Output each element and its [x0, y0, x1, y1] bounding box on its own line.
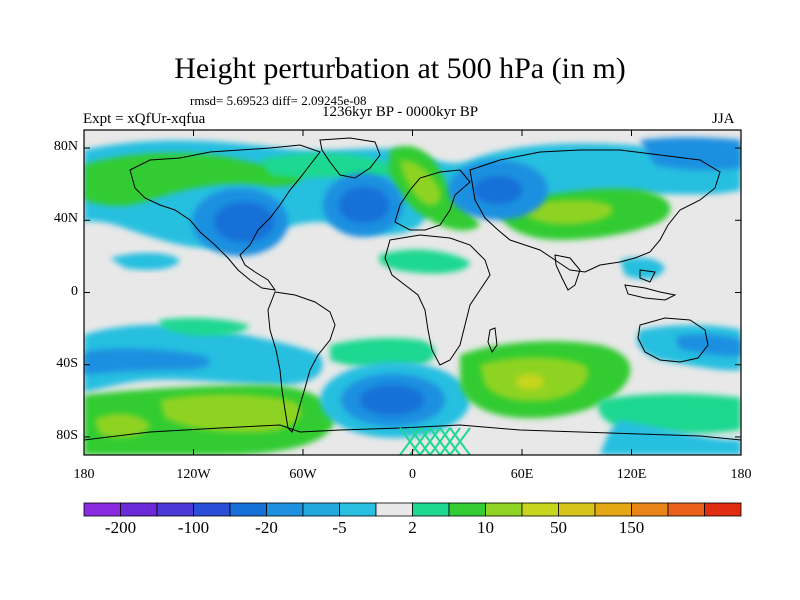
colorbar-swatch	[193, 502, 231, 517]
lon-tick-label: 180	[73, 467, 95, 482]
stats-subtitle: rmsd= 5.69523 diff= 2.09245e-08	[190, 93, 367, 108]
colorbar-swatch	[448, 502, 486, 517]
colorbar-swatch	[412, 502, 450, 517]
lon-tick-label: 180	[730, 467, 752, 482]
colorbar-swatch	[83, 502, 121, 517]
lon-tick-label: 60E	[510, 467, 534, 482]
colorbar-label: 50	[550, 518, 567, 537]
colorbar-label: -20	[255, 518, 278, 537]
lon-tick-label: 0	[409, 467, 416, 482]
lat-tick-label: 0	[71, 283, 78, 299]
lat-tick-label: 80N	[53, 139, 78, 155]
lat-tick-label: 40N	[53, 211, 78, 227]
colorbar-swatch	[375, 502, 413, 517]
lon-tick-label: 120E	[616, 467, 647, 482]
colorbar-swatch	[302, 502, 340, 517]
lon-tick-label: 60W	[289, 467, 317, 482]
colorbar-swatch	[631, 502, 669, 517]
lon-tick-label: 120W	[176, 467, 211, 482]
colorbar-swatch	[594, 502, 632, 517]
colorbar-swatch	[156, 502, 194, 517]
colorbar-label: 2	[408, 518, 417, 537]
colorbar-swatch	[339, 502, 377, 517]
colorbar-label: -5	[332, 518, 347, 537]
colorbar	[83, 502, 742, 517]
colorbar-swatch	[667, 502, 705, 517]
colorbar-swatch	[704, 502, 742, 517]
colorbar-label: -200	[104, 518, 137, 537]
colorbar-label: 10	[477, 518, 494, 537]
lat-tick-label: 40S	[56, 355, 78, 371]
colorbar-label: 150	[618, 518, 645, 537]
colorbar-swatch	[120, 502, 158, 517]
lat-tick-label: 80S	[56, 427, 78, 443]
colorbar-label: -100	[177, 518, 210, 537]
colorbar-swatch	[266, 502, 304, 517]
colorbar-swatch	[521, 502, 559, 517]
chart-title: Height perturbation at 500 hPa (in m)	[174, 52, 626, 85]
colorbar-swatch	[558, 502, 596, 517]
experiment-label: Expt = xQfUr-xqfua	[83, 111, 206, 127]
season-label: JJA	[712, 111, 735, 127]
period-label: 1236kyr BP - 0000kyr BP	[322, 104, 479, 120]
hatched-region	[399, 427, 471, 455]
axis-ticks	[83, 130, 742, 455]
contour-field	[84, 137, 741, 455]
colorbar-swatch	[485, 502, 523, 517]
colorbar-swatch	[229, 502, 267, 517]
